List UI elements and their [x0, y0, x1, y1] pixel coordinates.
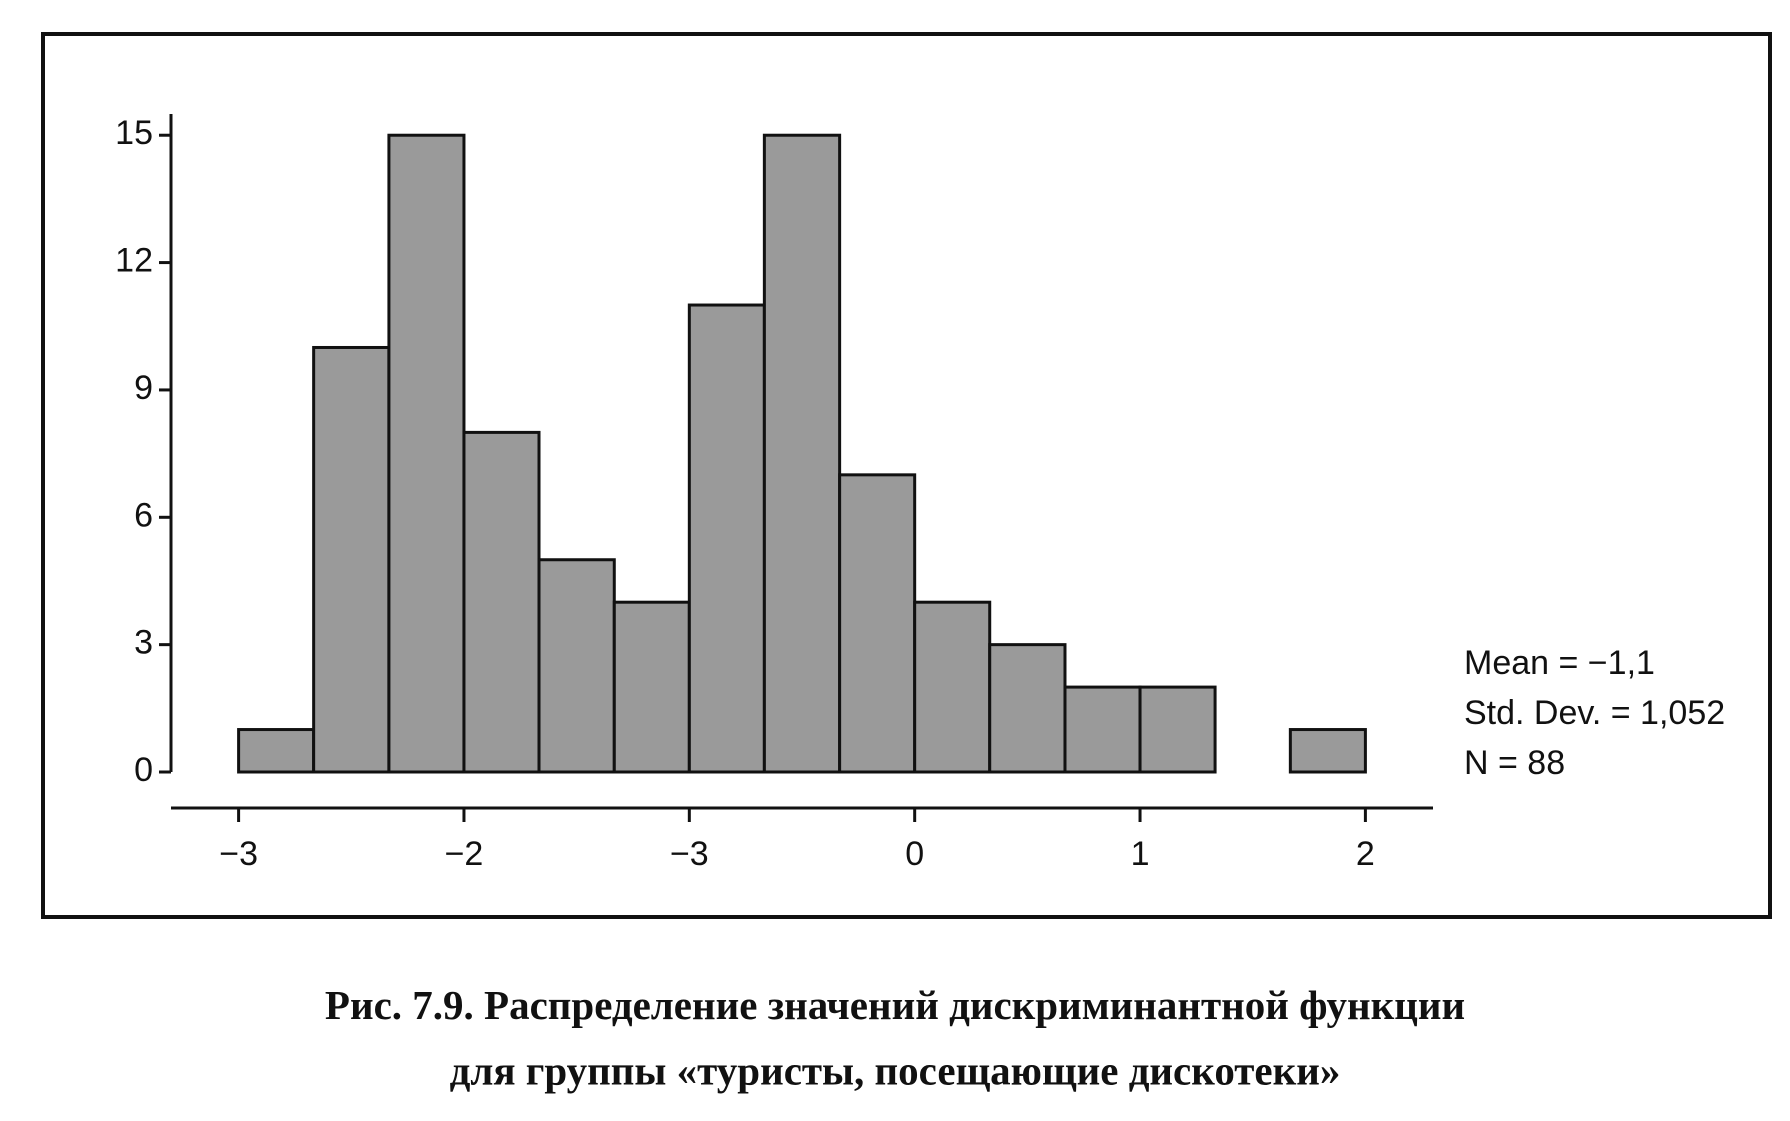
bar	[913, 600, 992, 774]
x-tick-label: 2	[1356, 835, 1375, 873]
stat-annotation: Std. Dev. = 1,052	[1464, 694, 1725, 732]
caption-label: Рис. 7.9.	[325, 982, 474, 1028]
caption-line: Рис. 7.9. Распределение значений дискрим…	[325, 982, 1465, 1028]
bar	[237, 728, 316, 774]
bar	[988, 643, 1067, 774]
y-tick-label: 3	[134, 624, 153, 662]
caption-text: Распределение значений дискриминантной ф…	[484, 982, 1465, 1028]
y-tick-label: 15	[115, 114, 153, 152]
stat-annotation: N = 88	[1464, 744, 1565, 782]
stat-annotation: Mean = −1,1	[1464, 644, 1655, 682]
bar	[687, 303, 766, 774]
x-tick-label: −2	[445, 835, 484, 873]
frame	[41, 32, 1772, 919]
bar	[1138, 685, 1217, 774]
bar	[612, 600, 691, 774]
y-tick-label: 12	[115, 242, 153, 280]
y-tick-label: 0	[134, 751, 153, 789]
x-tick-label: 1	[1131, 835, 1150, 873]
bar	[462, 430, 541, 774]
bar	[762, 133, 842, 774]
bar	[1063, 685, 1142, 774]
bar	[387, 133, 466, 774]
bar	[838, 473, 917, 774]
y-tick-label: 9	[134, 369, 153, 407]
x-tick-label: −3	[219, 835, 258, 873]
bar	[312, 345, 391, 774]
caption-text: для группы «туристы, посещающие дискотек…	[450, 1047, 1341, 1093]
x-tick-label: −3	[670, 835, 709, 873]
bar	[1288, 728, 1367, 774]
y-tick-label: 6	[134, 496, 153, 534]
x-tick-label: 0	[905, 835, 924, 873]
bar	[537, 558, 616, 774]
